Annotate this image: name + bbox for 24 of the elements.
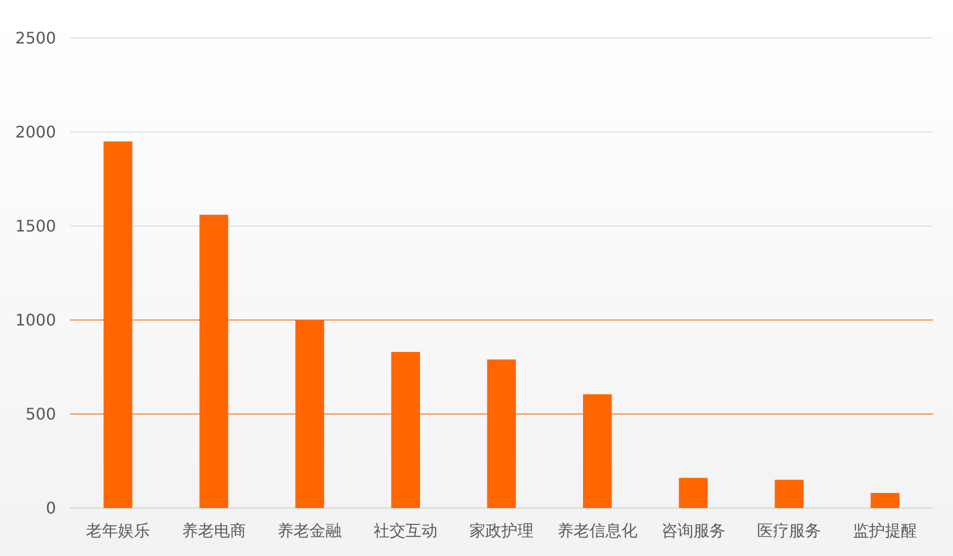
y-tick-label: 2000: [15, 122, 56, 142]
x-tick-label: 养老信息化: [557, 521, 638, 540]
x-tick-label: 社交互动: [374, 521, 438, 540]
x-tick-label: 咨询服务: [661, 521, 726, 540]
bar: [774, 480, 804, 508]
bar: [870, 492, 900, 508]
bar: [678, 478, 708, 508]
bar: [295, 320, 324, 508]
y-tick-label: 2500: [15, 28, 56, 48]
y-tick-label: 1000: [15, 310, 56, 330]
y-tick-label: 1500: [15, 216, 56, 236]
bar: [487, 359, 516, 508]
x-tick-label: 家政护理: [470, 521, 534, 540]
bar: [583, 394, 612, 508]
x-tick-label: 养老电商: [182, 521, 246, 540]
bar: [104, 141, 132, 508]
x-tick-label: 老年娱乐: [86, 521, 150, 540]
x-tick-label: 养老金融: [278, 521, 342, 540]
y-tick-label: 500: [25, 404, 56, 424]
bar: [391, 352, 420, 508]
y-tick-label: 0: [46, 498, 56, 518]
x-tick-label: 监护提醒: [853, 521, 918, 540]
bar: [199, 214, 228, 508]
x-tick-label: 医疗服务: [757, 521, 822, 540]
